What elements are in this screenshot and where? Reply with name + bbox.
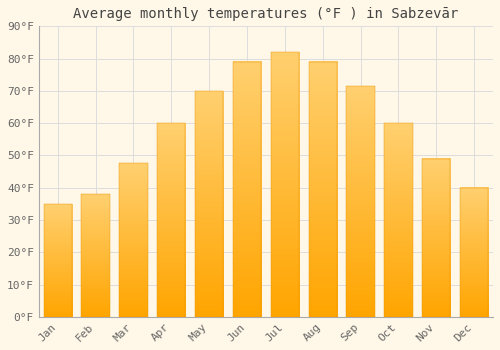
Bar (233, 62, 261, 317)
Bar (422, 159, 450, 317)
Bar (82, 194, 110, 317)
Bar (195, 91, 224, 317)
Bar (119, 163, 148, 317)
Bar (384, 123, 412, 317)
Bar (346, 86, 375, 317)
Bar (270, 52, 299, 317)
Bar (460, 188, 488, 317)
Bar (308, 62, 337, 317)
Bar (44, 204, 72, 317)
Bar (157, 123, 186, 317)
Title: Average monthly temperatures (°F ) in Sabzevār: Average monthly temperatures (°F ) in Sa… (74, 7, 458, 21)
